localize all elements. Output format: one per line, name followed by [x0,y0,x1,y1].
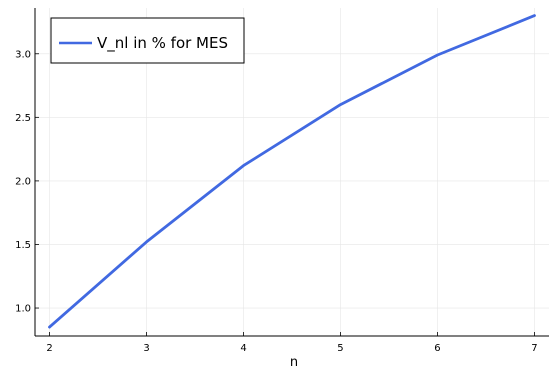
x-tick-label: 5 [337,343,343,354]
y-tick-label: 2.0 [15,176,31,187]
legend-label-series-1: V_nl in % for MES [97,34,228,53]
x-tick-label: 7 [531,343,537,354]
series-line-1 [48,14,536,329]
y-tick-label: 1.0 [15,304,31,315]
x-axis-ticks: 2 3 4 5 6 7 [46,332,538,354]
legend: V_nl in % for MES [50,17,245,64]
axes [34,8,549,337]
y-tick-label: 1.5 [15,240,31,251]
x-tick-label: 6 [434,343,440,354]
x-tick-label: 4 [240,343,246,354]
x-tick-label: 3 [143,343,149,354]
y-tick-label: 2.5 [15,113,31,124]
x-axis-label: n [290,355,298,368]
series-lines [48,14,536,329]
x-tick-label: 2 [46,343,52,354]
y-axis-ticks: 1.0 1.5 2.0 2.5 3.0 [15,49,39,315]
y-tick-label: 3.0 [15,49,31,60]
legend-box [50,17,245,64]
